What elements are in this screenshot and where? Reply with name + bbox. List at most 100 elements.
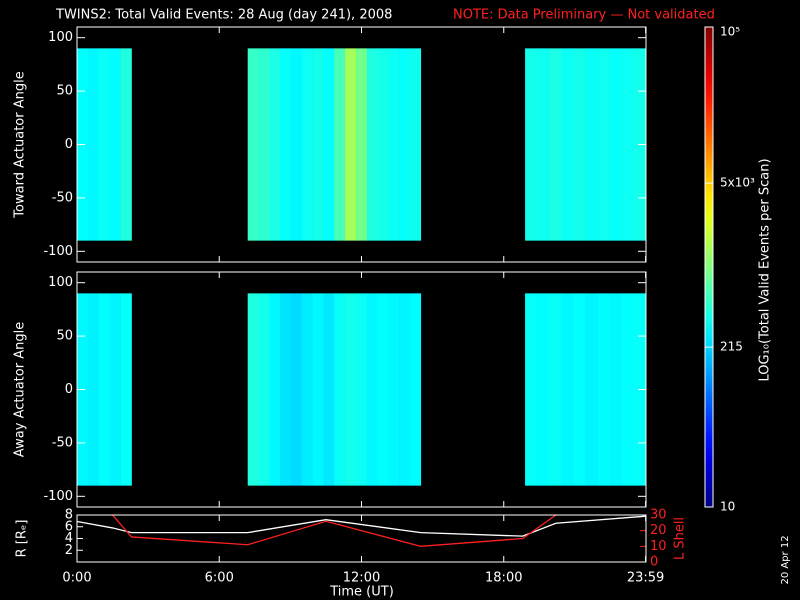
series-line xyxy=(111,515,559,547)
y2-tick-label: 30 xyxy=(650,508,667,523)
heatmap-column xyxy=(312,48,324,241)
colorbar xyxy=(705,27,713,507)
y-tick-label: 8 xyxy=(65,508,73,523)
heatmap-column xyxy=(585,48,598,241)
heatmap-column xyxy=(334,48,346,241)
heatmap-column xyxy=(525,48,538,241)
x-axis-label: Time (UT) xyxy=(329,585,394,600)
heatmap-column xyxy=(537,293,550,486)
heatmap-column xyxy=(597,293,611,486)
heatmap-column xyxy=(409,293,422,486)
heatmap-column xyxy=(537,48,550,241)
heatmap-column xyxy=(388,48,400,241)
heatmap-column xyxy=(377,293,389,486)
heatmap-column xyxy=(621,48,635,241)
heatmap-column xyxy=(609,293,623,486)
figure-title: TWINS2: Total Valid Events: 28 Aug (day … xyxy=(55,8,392,23)
colorbar-tick-label: 215 xyxy=(720,340,743,354)
heatmap-column xyxy=(87,48,100,241)
y-tick-label: -100 xyxy=(43,244,73,259)
y-tick-label: -50 xyxy=(52,190,73,205)
y-tick-label: 0 xyxy=(65,137,73,152)
heatmap-column xyxy=(609,48,623,241)
panel-frame xyxy=(76,514,647,563)
heatmap-column xyxy=(301,48,313,241)
heatmap-column xyxy=(573,48,586,241)
y2-tick-label: 20 xyxy=(650,523,667,538)
y2-tick-label: 10 xyxy=(650,539,667,554)
y-tick-label: 2 xyxy=(65,543,73,558)
heatmap-column xyxy=(120,48,132,241)
heatmap-column xyxy=(573,293,586,486)
heatmap-column xyxy=(280,293,292,486)
heatmap-column xyxy=(366,48,378,241)
heatmap-column xyxy=(258,293,270,486)
heatmap-column xyxy=(549,293,562,486)
heatmap-column xyxy=(98,48,111,241)
x-tick-label: 12:00 xyxy=(343,571,380,586)
heatmap-column xyxy=(323,293,335,486)
heatmap-column xyxy=(280,48,292,241)
y-tick-label: 0 xyxy=(65,382,73,397)
heatmap-column xyxy=(269,293,281,486)
heatmap-column xyxy=(109,293,121,486)
series-line xyxy=(77,515,646,537)
heatmap-column xyxy=(366,293,378,486)
heatmap-column xyxy=(109,48,121,241)
heatmap-column xyxy=(597,48,611,241)
y-axis-label: Toward Actuator Angle xyxy=(13,71,28,218)
heatmap-column xyxy=(345,48,357,241)
heatmap-column xyxy=(409,48,422,241)
heatmap-column xyxy=(585,293,598,486)
heatmap-column xyxy=(290,293,303,486)
heatmap-column xyxy=(377,48,389,241)
y-tick-label: 6 xyxy=(65,519,73,534)
x-tick-label: 23:59 xyxy=(627,571,664,586)
heatmap-column xyxy=(120,293,132,486)
y-tick-label: -50 xyxy=(52,435,73,450)
heatmap-column xyxy=(399,293,411,486)
heatmap-column xyxy=(345,293,357,486)
heatmap-column xyxy=(87,293,100,486)
heatmap-column xyxy=(334,293,346,486)
heatmap-column xyxy=(355,48,367,241)
x-tick-label: 18:00 xyxy=(485,571,522,586)
heatmap-column xyxy=(561,293,574,486)
heatmap-column xyxy=(323,48,335,241)
panel-frame xyxy=(76,271,647,508)
date-stamp: 20 Apr 12 xyxy=(780,535,791,584)
heatmap-column xyxy=(388,293,400,486)
heatmap-column xyxy=(355,293,367,486)
heatmap-column xyxy=(98,293,111,486)
heatmap-column xyxy=(525,293,538,486)
heatmap-column xyxy=(399,48,411,241)
y-tick-label: 50 xyxy=(56,84,73,99)
y2-axis-label: L Shell xyxy=(673,517,688,560)
y2-tick-label: 0 xyxy=(650,555,658,570)
heatmap-column xyxy=(247,293,259,486)
heatmap-column xyxy=(269,48,281,241)
heatmap-column xyxy=(621,293,635,486)
y-tick-label: 100 xyxy=(48,30,73,45)
colorbar-tick-label: 10⁵ xyxy=(720,25,740,39)
y-axis-label: Away Actuator Angle xyxy=(13,322,28,457)
heatmap-column xyxy=(290,48,303,241)
panel-frame xyxy=(76,26,647,263)
y-tick-label: 100 xyxy=(48,275,73,290)
y-tick-label: -100 xyxy=(43,489,73,504)
y-axis-label: R [Rₑ] xyxy=(15,520,30,558)
y-tick-label: 50 xyxy=(56,329,73,344)
heatmap-column xyxy=(247,48,259,241)
heatmap-column xyxy=(312,293,324,486)
heatmap-column xyxy=(549,48,562,241)
x-tick-label: 6:00 xyxy=(205,571,234,586)
colorbar-label: LOG₁₀(Total Valid Events per Scan) xyxy=(758,158,773,381)
colorbar-tick-label: 5x10³ xyxy=(720,176,755,190)
colorbar-tick-label: 10 xyxy=(720,500,735,514)
y-tick-label: 4 xyxy=(65,531,73,546)
heatmap-column xyxy=(301,293,313,486)
heatmap-column xyxy=(561,48,574,241)
preliminary-note: NOTE: Data Preliminary — Not validated xyxy=(453,8,715,23)
heatmap-column xyxy=(258,48,270,241)
